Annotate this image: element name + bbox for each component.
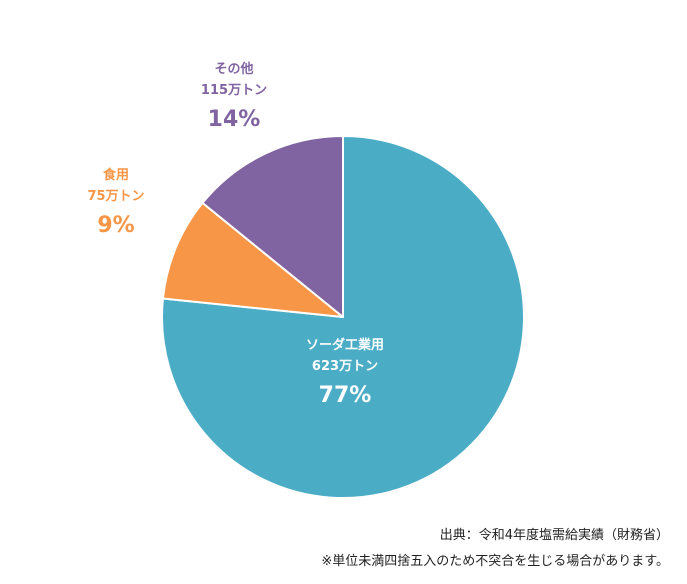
slice-percent: 77% [318,383,372,408]
slice-value: 623万トン [311,359,379,374]
slice-label-soda: ソーダ工業用 623万トン 77% [306,336,384,411]
slice-label-food: 食用 75万トン 9% [87,166,144,241]
pie-slice-1 [161,201,344,318]
slice-value: 75万トン [87,189,145,204]
rounding-note: ※単位未満四捨五入のため不突合を生じる場合があります。 [321,554,669,569]
slice-name: ソーダ工業用 [305,338,385,353]
pie-slice-0 [161,135,525,499]
slice-percent: 9% [97,213,135,238]
slice-name: その他 [214,62,254,77]
slice-name: 食用 [102,168,129,183]
slice-value: 115万トン [200,83,268,98]
pie-slice-2 [201,135,344,318]
slice-label-other: その他 115万トン 14% [201,60,267,135]
slice-percent: 14% [207,107,261,132]
source-note: 出典：令和4年度塩需給実績（財務省） [439,528,669,543]
